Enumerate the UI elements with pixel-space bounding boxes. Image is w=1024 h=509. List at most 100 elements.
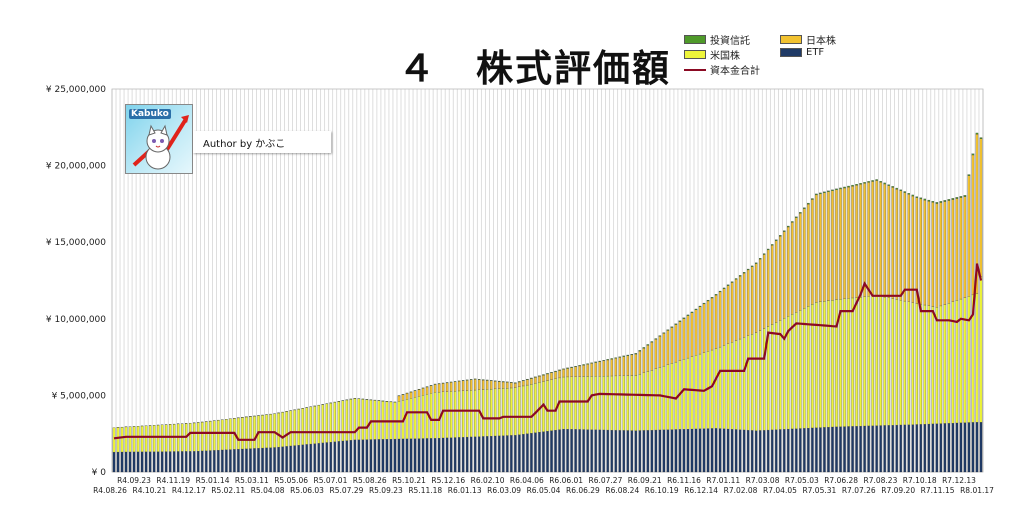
bar-米国株 (582, 376, 585, 430)
x-tick-label: R5.07.01 (314, 476, 348, 485)
bar-ETF (614, 430, 617, 473)
bar-ETF (767, 429, 770, 473)
bar-日本株 (967, 175, 971, 297)
bar-米国株 (939, 305, 943, 424)
bar-米国株 (546, 380, 549, 432)
bar-投資信託 (566, 367, 569, 369)
bar-米国株 (562, 376, 565, 430)
bar-米国株 (738, 338, 742, 430)
gridlines (111, 88, 984, 473)
bar-ETF (213, 450, 216, 473)
bar-投資信託 (887, 184, 890, 186)
x-tick-label: R6.04.06 (510, 476, 544, 485)
bar-日本株 (666, 330, 670, 365)
legend-item-japan-stock: 日本株 (780, 32, 836, 47)
bar-米国株 (449, 391, 453, 438)
x-tick-label: R7.05.03 (785, 476, 819, 485)
bar-投資信託 (490, 380, 493, 381)
x-tick-label: R5.12.16 (431, 476, 465, 485)
bar-米国株 (120, 426, 124, 453)
bar-日本株 (417, 389, 421, 397)
bar-ETF (389, 439, 393, 473)
bar-米国株 (474, 389, 477, 437)
x-tick-label: R6.09.21 (628, 476, 662, 485)
bar-日本株 (546, 373, 549, 381)
bar-ETF (120, 451, 124, 473)
bar-日本株 (706, 300, 710, 352)
bar-投資信託 (819, 192, 822, 195)
bar-日本株 (955, 198, 959, 301)
bar-米国株 (285, 411, 288, 447)
bar-ETF (124, 451, 128, 473)
bar-日本株 (526, 379, 529, 386)
bar-日本株 (486, 380, 489, 390)
bar-米国株 (425, 394, 429, 439)
bar-米国株 (526, 384, 529, 434)
bar-ETF (241, 448, 244, 473)
x-tick-label: R5.04.08 (251, 486, 285, 495)
bar-米国株 (221, 419, 224, 451)
bar-米国株 (213, 420, 216, 451)
bar-日本株 (787, 226, 790, 317)
bar-投資信託 (630, 354, 634, 356)
bar-米国株 (514, 387, 517, 436)
bar-ETF (373, 439, 377, 473)
bar-ETF (397, 438, 401, 473)
bar-日本株 (550, 372, 553, 380)
x-tick-label: R7.01.11 (706, 476, 740, 485)
bar-日本株 (682, 318, 686, 360)
bar-ETF (835, 426, 838, 473)
bar-投資信託 (482, 379, 485, 381)
bar-ETF (361, 439, 365, 473)
bar-投資信託 (746, 268, 750, 271)
bar-日本株 (578, 365, 581, 377)
y-tick-label: ¥ 0 (92, 468, 107, 478)
bar-投資信託 (827, 190, 830, 192)
x-tick-label: R6.06.01 (549, 476, 583, 485)
bar-投資信託 (783, 230, 786, 232)
bar-ETF (939, 423, 943, 473)
bar-投資信託 (935, 202, 939, 204)
bar-米国株 (205, 421, 208, 451)
bar-米国株 (301, 408, 304, 445)
bar-日本株 (542, 374, 545, 382)
bar-米国株 (237, 417, 240, 450)
bar-米国株 (453, 391, 457, 438)
x-tick-label: R6.08.24 (605, 486, 639, 495)
legend-label: 資本金合計 (710, 66, 760, 77)
bar-米国株 (293, 409, 296, 446)
bar-日本株 (959, 197, 963, 300)
bar-米国株 (610, 375, 613, 431)
bar-ETF (851, 426, 854, 473)
bar-米国株 (911, 302, 914, 425)
bar-米国株 (779, 320, 782, 430)
bar-ETF (578, 429, 581, 473)
bar-ETF (795, 428, 798, 473)
bar-米国株 (345, 399, 349, 441)
kabuko-logo: Kabuko (125, 104, 193, 174)
bar-日本株 (602, 360, 605, 377)
bar-日本株 (506, 382, 509, 389)
bar-ETF (630, 430, 634, 473)
bar-投資信託 (779, 235, 782, 237)
bar-ETF (955, 422, 959, 473)
bar-ETF (827, 427, 830, 473)
bar-投資信託 (851, 184, 854, 187)
bar-ETF (678, 429, 682, 473)
bar-ETF (951, 423, 955, 473)
bar-米国株 (369, 399, 373, 440)
bar-米国株 (634, 375, 638, 431)
bar-投資信託 (799, 212, 802, 214)
bar-ETF (899, 424, 902, 473)
bar-米国株 (522, 385, 525, 435)
bar-ETF (694, 428, 698, 473)
bar-ETF (935, 423, 939, 473)
bar-日本株 (746, 269, 750, 336)
bar-投資信託 (923, 198, 927, 201)
bar-日本株 (923, 199, 927, 306)
bar-ETF (566, 429, 569, 473)
bar-米国株 (959, 298, 963, 423)
bar-ETF (337, 441, 341, 473)
bar-ETF (189, 451, 192, 473)
bar-投資信託 (815, 193, 818, 196)
